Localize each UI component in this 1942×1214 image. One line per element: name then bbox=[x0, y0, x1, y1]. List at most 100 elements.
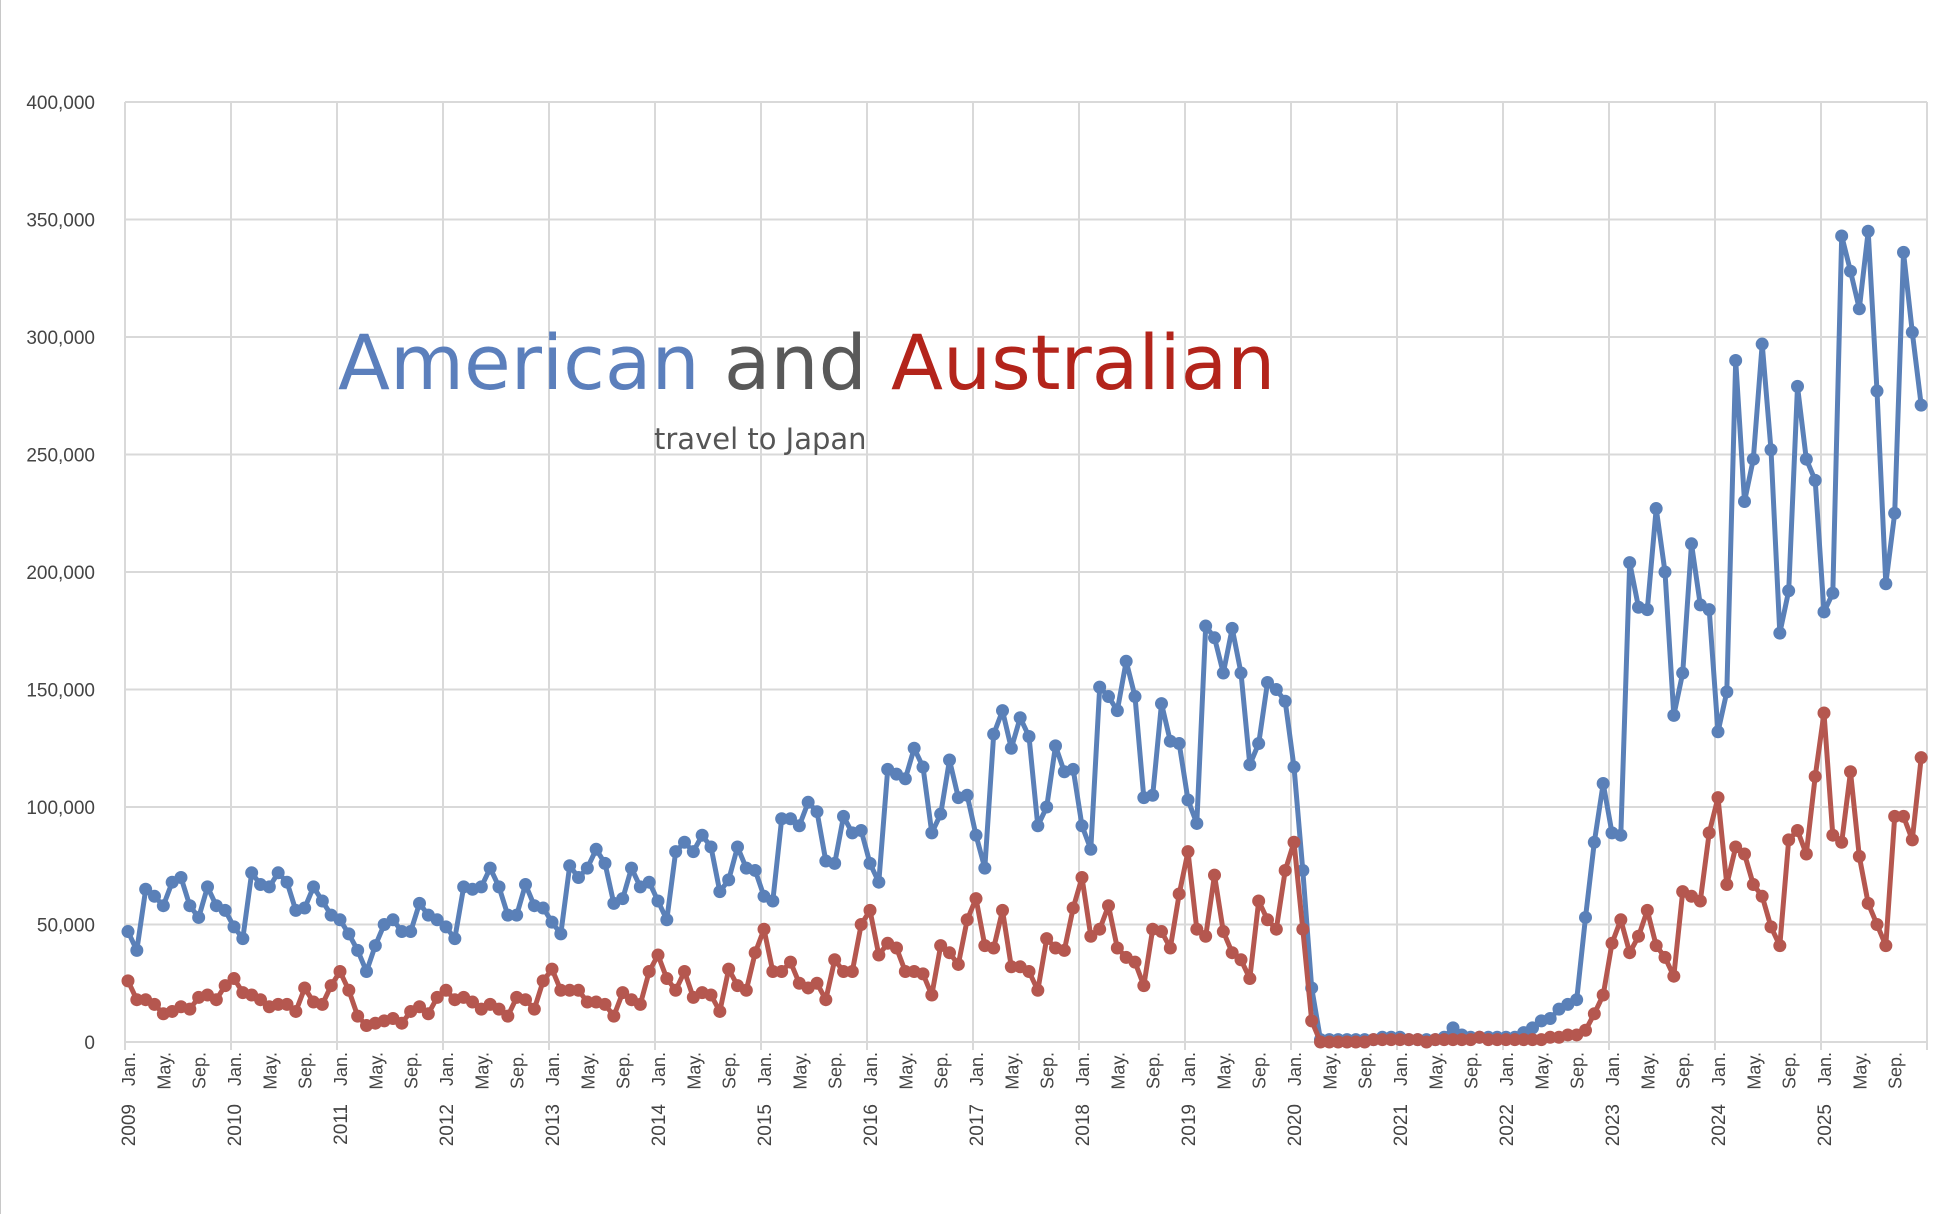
data-point-australian bbox=[1137, 979, 1151, 993]
data-point-australian bbox=[121, 974, 135, 988]
x-axis-tick-labels: Jan. May. Sep. 2009 Jan. May. Sep. 2010 Jan. May.… bbox=[119, 1052, 1906, 1146]
data-point-american bbox=[748, 863, 762, 877]
data-point-australian bbox=[1658, 950, 1672, 964]
data-point-australian bbox=[1066, 901, 1080, 915]
x-tick-month-label: Jan. bbox=[1391, 1052, 1411, 1086]
data-point-australian bbox=[669, 983, 683, 997]
data-point-australian bbox=[1835, 835, 1849, 849]
x-tick-month-label: May. bbox=[1638, 1052, 1658, 1090]
data-point-american bbox=[1614, 828, 1628, 842]
x-tick-month-label: May. bbox=[1002, 1052, 1022, 1090]
data-point-australian bbox=[775, 965, 789, 978]
data-point-american bbox=[448, 932, 462, 946]
data-point-american bbox=[1526, 1021, 1539, 1035]
series-australian bbox=[121, 706, 1928, 1049]
x-tick-month-label: Sep. bbox=[614, 1052, 634, 1089]
data-point-australian bbox=[810, 976, 824, 990]
x-tick-month-label: Sep. bbox=[1674, 1052, 1694, 1089]
data-point-american bbox=[1870, 384, 1884, 398]
data-point-american bbox=[810, 805, 824, 819]
data-point-australian bbox=[324, 979, 338, 993]
data-point-american bbox=[1852, 302, 1866, 316]
data-point-american bbox=[713, 885, 727, 899]
data-point-american bbox=[907, 741, 921, 755]
data-point-american bbox=[1243, 758, 1257, 772]
chart-subtitle: travel to Japan bbox=[654, 422, 867, 456]
data-point-american bbox=[1278, 694, 1292, 708]
data-point-australian bbox=[713, 1004, 727, 1018]
window-edge bbox=[0, 0, 1, 1214]
data-point-australian bbox=[872, 948, 886, 962]
data-point-american bbox=[519, 878, 532, 892]
data-point-american bbox=[218, 903, 232, 917]
data-point-american bbox=[1702, 603, 1716, 617]
data-point-american bbox=[722, 873, 736, 887]
data-point-american bbox=[1773, 626, 1787, 640]
data-point-american bbox=[1764, 443, 1778, 457]
x-tick-year-label: 2021 bbox=[1391, 1104, 1412, 1146]
data-point-australian bbox=[1773, 939, 1787, 953]
data-point-australian bbox=[1914, 751, 1928, 765]
x-tick-month-label: Sep. bbox=[190, 1052, 210, 1089]
data-point-american bbox=[1649, 502, 1663, 516]
x-tick-year-label: 2009 bbox=[119, 1104, 140, 1146]
data-point-american bbox=[474, 880, 488, 894]
data-point-american bbox=[1720, 685, 1734, 699]
x-tick-month-label: Sep. bbox=[932, 1052, 952, 1089]
data-point-australian bbox=[227, 972, 241, 986]
y-tick-label: 350,000 bbox=[26, 211, 95, 232]
data-point-american bbox=[315, 894, 329, 908]
x-tick-month-label: Jan. bbox=[225, 1052, 245, 1086]
data-point-american bbox=[987, 727, 1001, 741]
x-tick-month-label: Jan. bbox=[1073, 1052, 1093, 1086]
data-point-american bbox=[510, 908, 524, 922]
data-point-australian bbox=[1852, 849, 1866, 863]
data-point-american bbox=[669, 845, 683, 859]
data-point-australian bbox=[828, 953, 842, 967]
data-point-american bbox=[1093, 680, 1107, 694]
data-point-american bbox=[1755, 337, 1769, 351]
data-point-australian bbox=[1649, 939, 1663, 953]
data-point-australian bbox=[1587, 1007, 1601, 1021]
data-point-american bbox=[1031, 819, 1045, 833]
data-point-australian bbox=[1861, 896, 1875, 910]
data-point-american bbox=[307, 880, 320, 894]
data-point-australian bbox=[598, 997, 612, 1011]
x-tick-month-label: Jan. bbox=[967, 1052, 987, 1086]
data-point-american bbox=[554, 927, 568, 941]
x-tick-month-label: May. bbox=[896, 1052, 916, 1090]
data-point-american bbox=[1782, 584, 1796, 598]
data-point-australian bbox=[1711, 791, 1725, 805]
data-point-australian bbox=[1022, 965, 1036, 978]
data-point-american bbox=[1844, 264, 1857, 278]
y-axis-tick-labels: 0 50,000 100,000 150,000 200,000 250,000 300,0… bbox=[26, 93, 95, 1054]
data-point-australian bbox=[1278, 863, 1292, 877]
x-tick-month-label: Sep. bbox=[402, 1052, 422, 1089]
x-tick-month-label: Jan. bbox=[437, 1052, 457, 1086]
x-tick-month-label: May. bbox=[578, 1052, 598, 1090]
data-point-australian bbox=[519, 993, 532, 1007]
x-tick-month-label: Jan. bbox=[1815, 1052, 1835, 1086]
data-point-american bbox=[342, 927, 356, 941]
data-point-australian bbox=[1826, 828, 1840, 842]
data-point-australian bbox=[854, 918, 868, 931]
data-point-australian bbox=[1764, 920, 1778, 934]
data-point-american bbox=[1446, 1021, 1460, 1035]
data-point-australian bbox=[1040, 932, 1054, 946]
x-tick-month-label: Jan. bbox=[861, 1052, 881, 1086]
data-point-australian bbox=[1084, 929, 1098, 943]
data-point-australian bbox=[934, 939, 948, 953]
title-australian: Australian bbox=[891, 318, 1276, 407]
data-point-australian bbox=[439, 983, 453, 997]
x-tick-year-label: 2013 bbox=[543, 1104, 564, 1146]
data-point-australian bbox=[1269, 922, 1283, 936]
x-tick-month-label: Jan. bbox=[1709, 1052, 1729, 1086]
data-point-american bbox=[1040, 800, 1054, 814]
data-point-australian bbox=[1190, 922, 1204, 936]
data-point-american bbox=[1676, 666, 1690, 680]
data-point-american bbox=[1587, 835, 1601, 849]
data-point-australian bbox=[1199, 929, 1213, 943]
series-american bbox=[121, 224, 1928, 1047]
data-point-australian bbox=[298, 981, 312, 995]
data-point-american bbox=[1146, 788, 1160, 802]
